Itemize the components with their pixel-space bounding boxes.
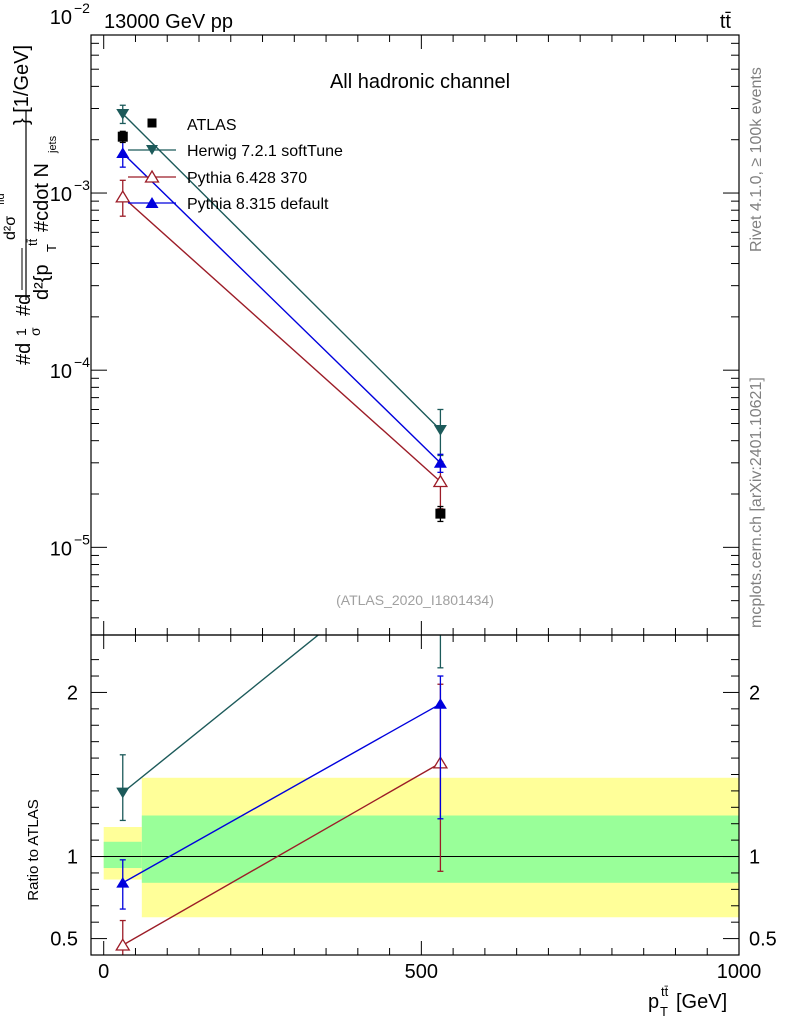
main-ytick-exp-0: −5 <box>74 531 90 547</box>
xlabel-sub: T <box>660 1004 668 1019</box>
main-series-layer <box>115 104 449 523</box>
main-point-1-0 <box>115 189 131 203</box>
main-panel: 10−510−410−310−2 All hadronic channel (A… <box>0 0 740 636</box>
main-point-2-0 <box>116 147 130 158</box>
xlabel-unit: [GeV] <box>676 991 727 1013</box>
ratio-ytick-label-right-1: 1 <box>749 847 760 869</box>
legend-entry-herwig: Herwig 7.2.1 softTune <box>128 143 343 160</box>
ratio-ticks: 0.5 0.5 1 1 2 2 0 500 1000 <box>50 635 777 983</box>
main-point-1-1 <box>432 474 449 488</box>
ylabel-hash-d: #d <box>13 294 35 316</box>
main-ytick-label-3: 10 <box>50 7 72 29</box>
ratio-point-1-0 <box>115 938 131 951</box>
ratio-point-0-1 <box>434 532 447 543</box>
ratio-ytick-label-right-2: 2 <box>749 682 760 704</box>
main-ytick-exp-1: −4 <box>74 354 90 370</box>
main-ytick-exp-2: −3 <box>74 177 90 193</box>
ylabel-inner-den-sup: tt̄ <box>25 238 40 246</box>
legend-entry-pythia6: Pythia 6.428 370 <box>128 169 307 187</box>
legend: ATLAS Herwig 7.2.1 softTune Pythia 6.428… <box>128 117 343 213</box>
ylabel-unit: } [1/GeV] <box>11 45 33 125</box>
ylabel-inner-den-tail: #cdot N <box>31 163 53 232</box>
ref-point-1 <box>435 508 446 519</box>
ylabel-frac-num: 1 <box>13 328 29 336</box>
main-ylabel: #d 1 σ #d d²σ fid d²{p T tt̄ #cdot N jet… <box>0 45 59 365</box>
legend-label-pythia6: Pythia 6.428 370 <box>187 170 307 187</box>
main-point-2-1 <box>433 456 447 468</box>
main-ytick-label-1: 10 <box>50 361 72 383</box>
ratio-bands-layer <box>103 777 739 918</box>
ratio-point-2-0 <box>116 876 130 888</box>
main-point-0-1 <box>433 425 447 436</box>
ratio-ytick-label-right-0: 0.5 <box>749 929 777 951</box>
ratio-ytick-label-left-1: 1 <box>67 847 78 869</box>
main-ytick-label-0: 10 <box>50 538 72 560</box>
ratio-xtick-label-1: 500 <box>405 961 438 983</box>
xlabel-main: p <box>648 991 659 1013</box>
legend-marker-pythia8 <box>145 197 159 208</box>
ylabel-inner-den: d²{p <box>31 264 53 300</box>
legend-label-atlas: ATLAS <box>187 117 237 134</box>
main-line-1 <box>122 196 441 483</box>
main-point-0-0 <box>116 108 130 120</box>
main-line-0 <box>122 113 441 431</box>
ylabel-inner-num-sup: fid <box>0 193 7 205</box>
ratio-xlabel: p T tt̄ [GeV] <box>648 984 727 1019</box>
ratio-line-0 <box>122 635 320 794</box>
ratio-ytick-label-left-0: 0.5 <box>50 929 78 951</box>
main-line-2 <box>122 152 441 464</box>
ratio-ytick-label-left-2: 2 <box>67 682 78 704</box>
ylabel-inner-den-sub: T <box>44 244 59 252</box>
energy-label: 13000 GeV pp <box>104 11 233 33</box>
legend-label-herwig: Herwig 7.2.1 softTune <box>187 143 343 160</box>
ratio-xtick-label-2: 1000 <box>717 961 762 983</box>
main-ticks: 10−510−410−310−2 <box>50 0 740 635</box>
ratio-series-layer <box>115 532 449 955</box>
ratio-frame <box>90 634 740 956</box>
main-ytick-label-2: 10 <box>50 184 72 206</box>
legend-entry-pythia8: Pythia 8.315 default <box>128 196 329 213</box>
legend-entry-atlas: ATLAS <box>147 117 237 134</box>
rivet-label: Rivet 4.1.0, ≥ 100k events <box>748 67 765 252</box>
xlabel-sup: tt̄ <box>661 984 669 999</box>
ratio-line-2 <box>122 703 441 884</box>
ylabel-frac-den: σ <box>27 327 43 336</box>
mcplots-label: mcplots.cern.ch [arXiv:2401.10621] <box>748 377 765 628</box>
chart-title: All hadronic channel <box>330 71 510 93</box>
ylabel-inner-den-tail-sub: jets <box>47 135 59 154</box>
legend-marker-pythia6 <box>144 169 160 183</box>
ratio-line-1 <box>122 762 441 946</box>
ratio-panel: 0.5 0.5 1 1 2 2 0 500 1000 Ratio to ATLAS p T tt… <box>25 532 777 1019</box>
process-label: tt̄ <box>720 11 732 33</box>
ylabel-inner-num: d²σ <box>2 216 19 240</box>
legend-marker-atlas <box>147 118 157 128</box>
ylabel-outer: #d <box>13 343 35 365</box>
main-ytick-exp-3: −2 <box>74 0 90 16</box>
ratio-xtick-label-0: 0 <box>98 961 109 983</box>
ratio-point-0-0 <box>116 787 130 799</box>
ratio-point-2-1 <box>433 698 447 709</box>
ratio-ylabel: Ratio to ATLAS <box>25 799 42 900</box>
legend-label-pythia8: Pythia 8.315 default <box>187 196 329 213</box>
analysis-watermark: (ATLAS_2020_I1801434) <box>336 592 494 608</box>
legend-marker-herwig <box>146 145 158 155</box>
ref-point-0 <box>117 131 128 142</box>
